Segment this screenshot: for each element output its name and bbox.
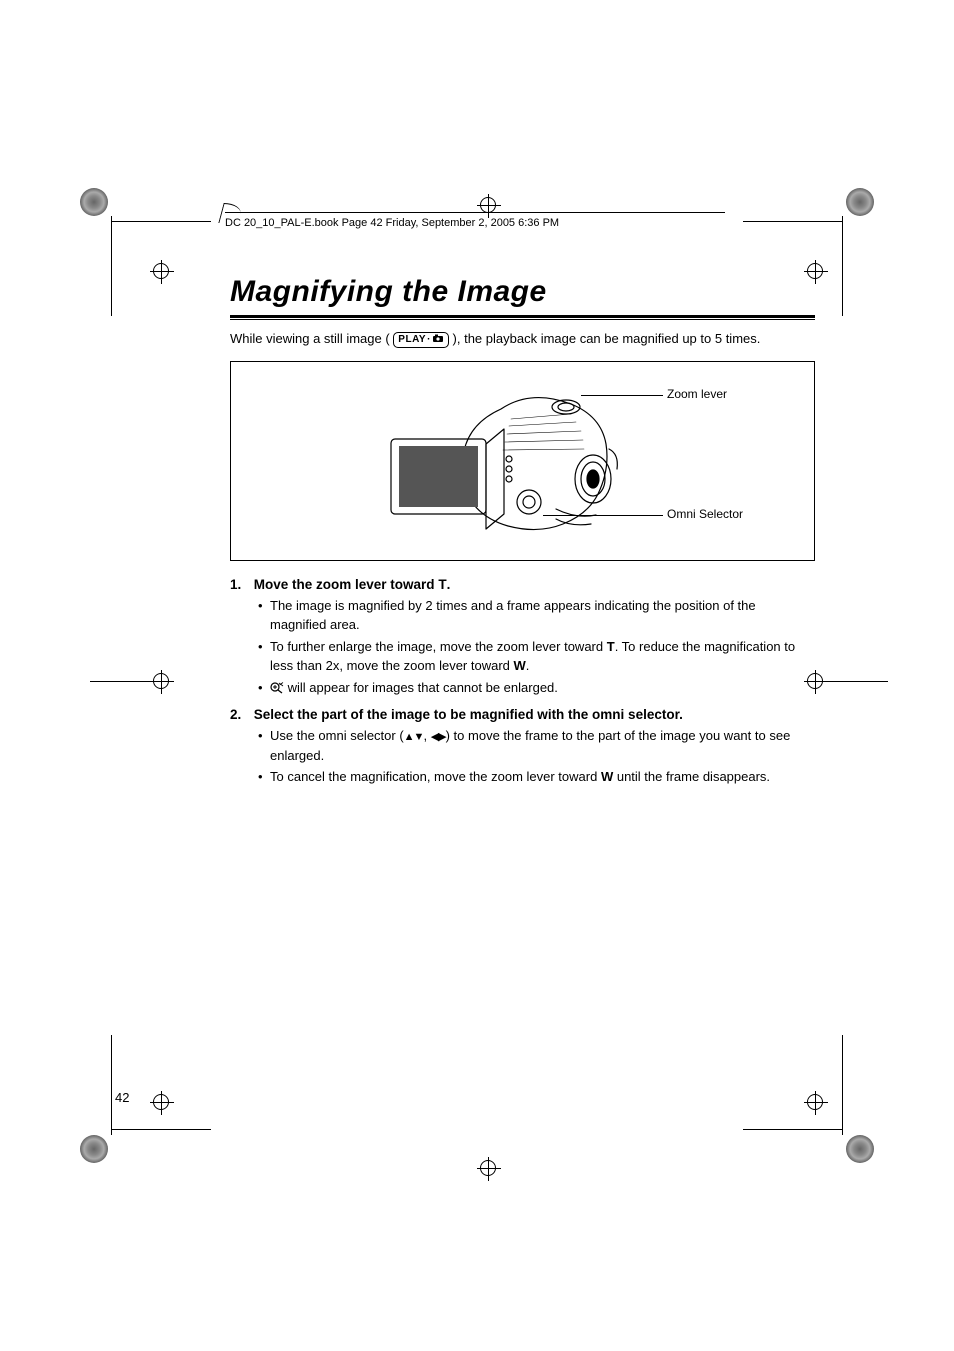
callout-line-1 <box>581 395 663 396</box>
page-number: 42 <box>115 1090 129 1105</box>
callout-zoom-lever: Zoom lever <box>667 387 727 401</box>
lead-paragraph: While viewing a still image ( PLAY· ), t… <box>230 330 815 349</box>
diagram-box: Zoom lever Omni Selector <box>230 361 815 561</box>
step-1-heading-before: Move the zoom lever toward <box>254 577 439 592</box>
no-magnify-icon <box>270 682 284 694</box>
bullet-2-1: Use the omni selector (▲▼, ◀▶) to move t… <box>258 726 815 765</box>
camera-icon <box>432 334 444 343</box>
step-2-heading-text: Select the part of the image to be magni… <box>254 707 683 722</box>
arrows-updown: ▲▼ <box>404 731 424 743</box>
page-frame: DC 20_10_PAL-E.book Page 42 Friday, Sept… <box>115 200 839 1115</box>
bullet-1-1: The image is magnified by 2 times and a … <box>258 596 815 635</box>
callout-omni-selector: Omni Selector <box>667 507 743 521</box>
play-mode-badge: PLAY· <box>393 332 449 348</box>
badge-text: PLAY <box>398 334 426 345</box>
title-rule-thick <box>230 315 815 318</box>
content-column: Magnifying the Image While viewing a sti… <box>230 275 815 797</box>
bullet-2-2: To cancel the magnification, move the zo… <box>258 767 815 787</box>
book-header: DC 20_10_PAL-E.book Page 42 Friday, Sept… <box>225 212 725 229</box>
step-1-num: 1. <box>230 577 250 592</box>
step-1-bullets: The image is magnified by 2 times and a … <box>230 596 815 698</box>
lead-after: ), the playback image can be magnified u… <box>453 331 761 346</box>
title-rule-thin <box>230 319 815 320</box>
step-2-num: 2. <box>230 707 250 722</box>
camcorder-illustration <box>361 374 641 550</box>
bullet-1-2: To further enlarge the image, move the z… <box>258 637 815 676</box>
page-title: Magnifying the Image <box>230 275 815 309</box>
step-1-glyph: T <box>438 577 446 592</box>
step-2-bullets: Use the omni selector (▲▼, ◀▶) to move t… <box>230 726 815 787</box>
book-header-text: DC 20_10_PAL-E.book Page 42 Friday, Sept… <box>225 217 559 229</box>
lead-before: While viewing a still image ( <box>230 331 390 346</box>
arrows-leftright: ◀▶ <box>431 731 446 743</box>
step-1-heading: 1. Move the zoom lever toward T. <box>230 577 815 592</box>
step-1-heading-after: . <box>447 577 451 592</box>
step-2-heading: 2. Select the part of the image to be ma… <box>230 707 815 722</box>
bullet-1-3: will appear for images that cannot be en… <box>258 678 815 698</box>
callout-line-2 <box>543 515 663 516</box>
